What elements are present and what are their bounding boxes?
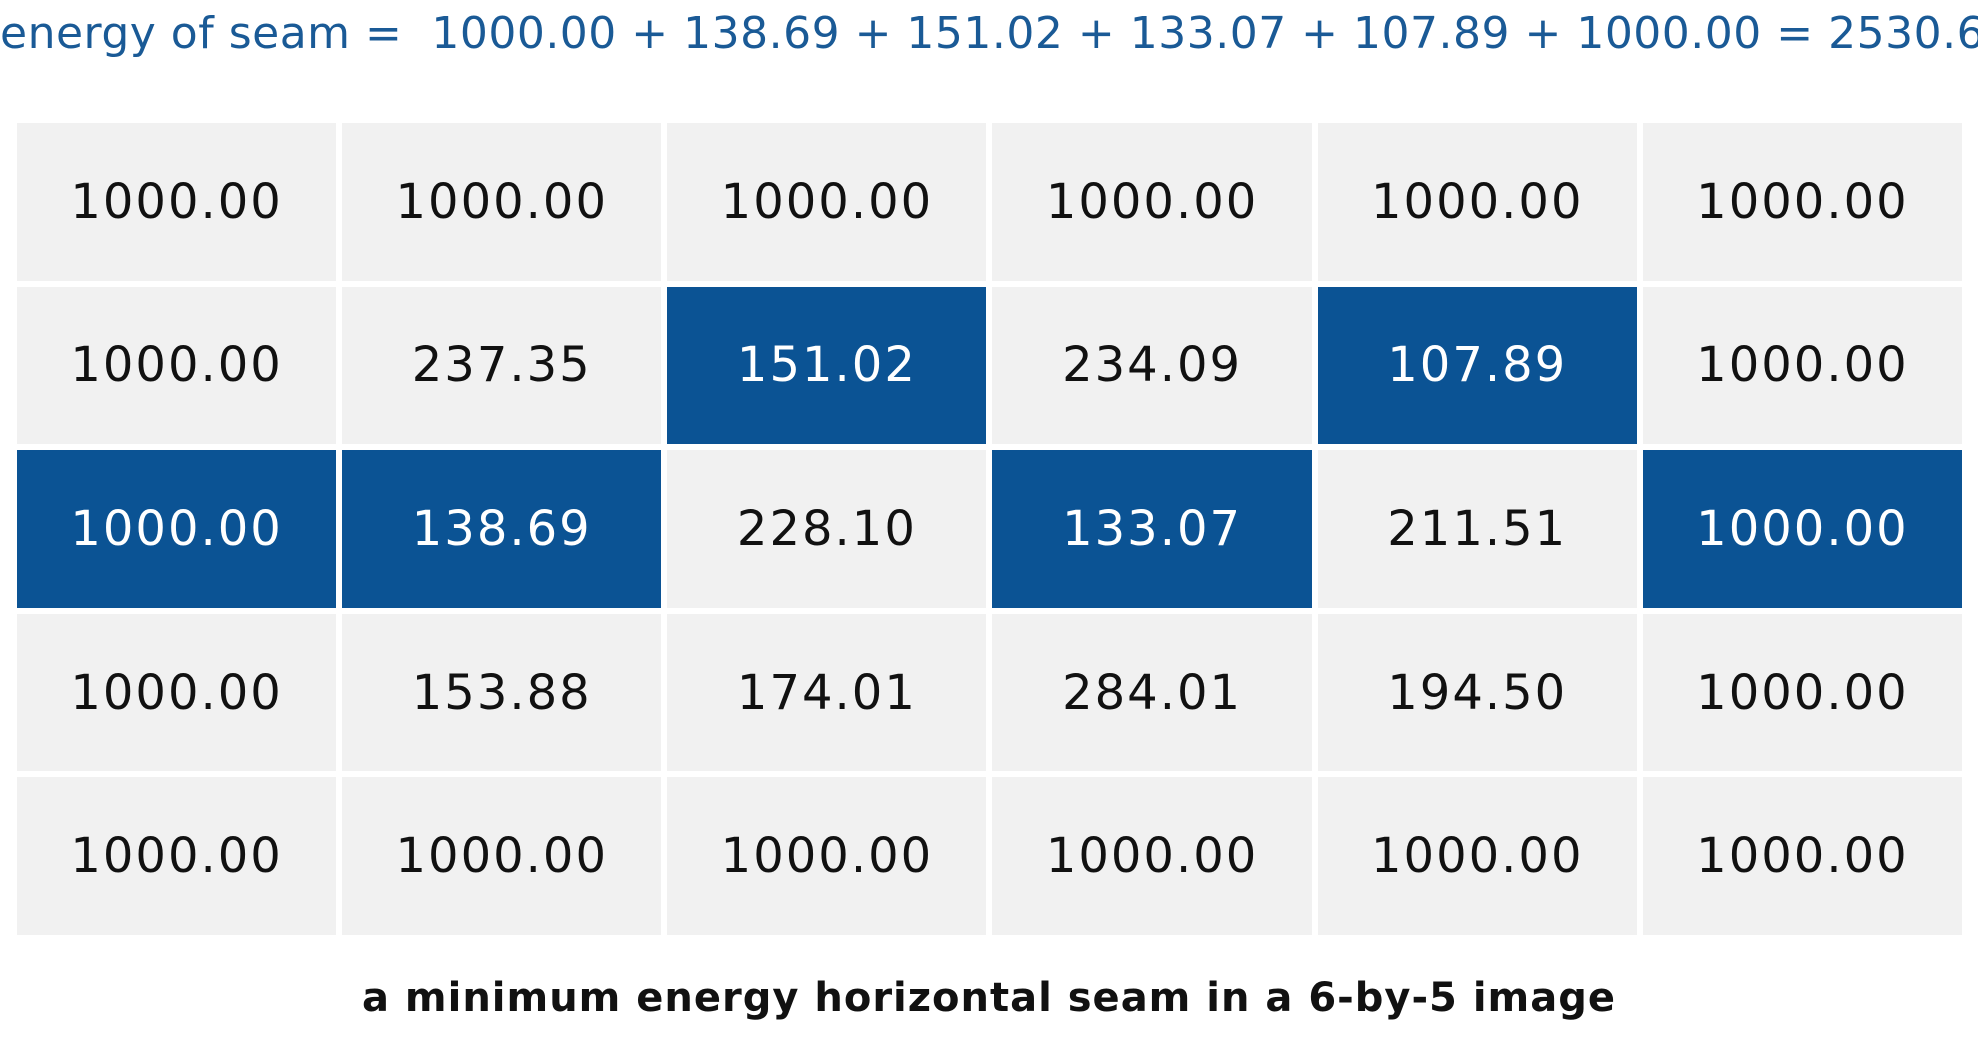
energy-cell: 153.88 [342,613,662,772]
seam-cell: 133.07 [992,450,1312,608]
energy-cell: 1000.00 [342,777,662,935]
energy-cell: 234.09 [992,286,1312,445]
energy-cell: 1000.00 [1642,613,1962,772]
seam-cell: 138.69 [342,450,662,608]
energy-cell: 1000.00 [992,123,1312,281]
seam-cell: 1000.00 [17,450,337,608]
energy-cell: 1000.00 [667,123,987,281]
energy-cell: 174.01 [667,613,987,772]
energy-cell: 1000.00 [1317,777,1637,935]
energy-cell: 1000.00 [992,777,1312,935]
energy-cell: 228.10 [667,450,987,608]
figure-caption: a minimum energy horizontal seam in a 6-… [362,975,1616,1021]
energy-cell: 1000.00 [17,286,337,445]
energy-cell: 1000.00 [342,123,662,281]
energy-grid: 1000.00 1000.00 1000.00 1000.00 1000.00 1000.… [17,123,1962,935]
energy-cell: 1000.00 [17,777,337,935]
energy-cell: 1000.00 [1317,123,1637,281]
energy-cell: 237.35 [342,286,662,445]
seam-cell: 1000.00 [1642,450,1962,608]
energy-cell: 284.01 [992,613,1312,772]
energy-cell: 194.50 [1317,613,1637,772]
energy-cell: 1000.00 [17,123,337,281]
energy-cell: 1000.00 [17,613,337,772]
energy-cell: 1000.00 [1642,286,1962,445]
seam-cell: 107.89 [1317,286,1637,445]
energy-cell: 1000.00 [1642,777,1962,935]
energy-cell: 1000.00 [1642,123,1962,281]
seam-cell: 151.02 [667,286,987,445]
seam-energy-equation: energy of seam = 1000.00 + 138.69 + 151.… [0,8,1978,59]
energy-cell: 211.51 [1317,450,1637,608]
energy-cell: 1000.00 [667,777,987,935]
